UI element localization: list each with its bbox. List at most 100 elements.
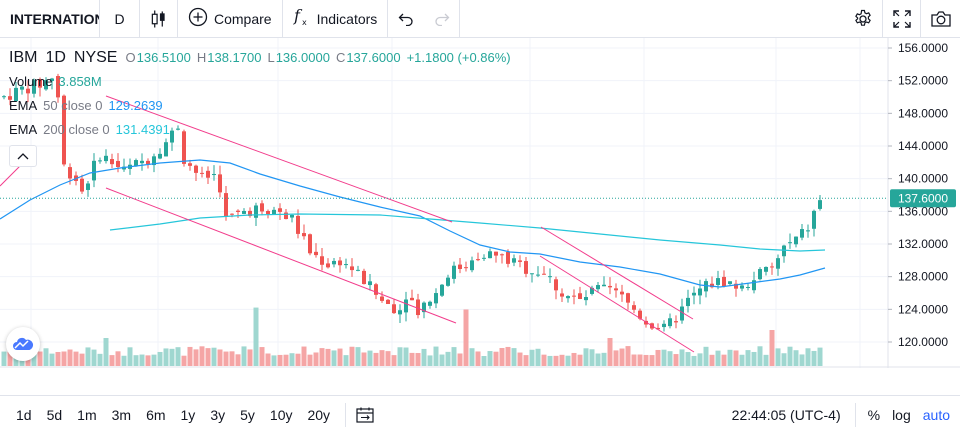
candle-body <box>158 153 162 159</box>
volume-bar <box>25 354 31 366</box>
volume-bar <box>37 351 43 366</box>
volume-bar <box>289 353 295 366</box>
volume-bar <box>637 354 643 366</box>
high-label: H <box>196 50 207 65</box>
price-axis-label: 148.0000 <box>898 106 948 120</box>
candle-body <box>734 283 738 289</box>
candle-body <box>86 183 90 190</box>
candle-body <box>116 160 120 167</box>
date-range-picker-button[interactable] <box>356 407 374 423</box>
range-button-20y[interactable]: 20y <box>307 406 331 423</box>
candle-body <box>362 270 366 285</box>
ema50-params: 50 close 0 <box>43 98 103 113</box>
trendline-lower-1 <box>105 187 457 324</box>
candle-body <box>26 88 30 94</box>
volume-bar <box>631 354 637 366</box>
percent-scale-toggle[interactable]: % <box>867 406 881 423</box>
date-range-group: 1d 5d 1m 3m 6m 1y 3y 5y 10y 20y <box>0 407 337 423</box>
candle-body <box>458 264 462 270</box>
price-chart[interactable]: 156.0000 152.0000 148.0000 144.0000 140.0000… <box>0 38 960 368</box>
candle-body <box>764 266 768 272</box>
legend-ema50-row[interactable]: EMA 50 close 0 129.2639 <box>9 94 511 118</box>
volume-bar <box>595 353 601 366</box>
volume-bar <box>1 351 7 366</box>
candle-body <box>680 306 684 321</box>
tradingview-cloud-icon <box>13 337 34 350</box>
auto-scale-toggle[interactable]: auto <box>922 406 950 423</box>
legend-ema200-row[interactable]: EMA 200 close 0 131.4391 <box>9 118 511 142</box>
open-value: 136.5100 <box>136 50 191 65</box>
volume-bar <box>229 351 235 366</box>
chart-type-button[interactable] <box>140 0 178 38</box>
ema200-value: 131.4391 <box>115 122 170 137</box>
legend-volume-row[interactable]: Volume 3.858M <box>9 70 511 94</box>
candle-body <box>758 269 762 280</box>
svg-text:f: f <box>293 7 303 25</box>
candle-body <box>230 213 234 215</box>
volume-bar <box>331 350 337 366</box>
volume-bar <box>613 350 619 366</box>
volume-bar <box>157 351 163 366</box>
candle-body <box>350 266 354 271</box>
volume-bar <box>271 355 277 366</box>
volume-bar <box>697 353 703 366</box>
range-button-5d[interactable]: 5d <box>46 406 63 423</box>
fullscreen-button[interactable] <box>882 0 920 38</box>
screenshot-button[interactable] <box>920 0 960 38</box>
range-button-1y[interactable]: 1y <box>180 406 196 423</box>
candle-body <box>476 259 480 261</box>
volume-bar <box>463 309 469 366</box>
candle-body <box>398 310 402 315</box>
volume-bar <box>553 355 559 366</box>
volume-bar <box>139 354 145 366</box>
symbol-search-button[interactable]: INTERNATIONAL BUSINESS MACHINES <box>0 0 100 38</box>
volume-bar <box>511 348 517 366</box>
candle-body <box>566 296 570 299</box>
candle-body <box>662 323 666 328</box>
volume-bar <box>43 348 49 366</box>
range-button-1d[interactable]: 1d <box>16 406 32 423</box>
log-scale-toggle[interactable]: log <box>892 406 911 423</box>
legend-collapse-button[interactable] <box>9 145 37 167</box>
range-button-1m[interactable]: 1m <box>77 406 97 423</box>
range-button-3m[interactable]: 3m <box>111 406 132 423</box>
settings-button[interactable] <box>844 0 882 38</box>
candle-body <box>428 301 432 306</box>
bottom-right-divider <box>854 402 856 427</box>
compare-button[interactable]: Compare <box>178 0 283 38</box>
candle-body <box>446 277 450 286</box>
svg-text:x: x <box>302 18 307 27</box>
volume-bar <box>295 353 301 366</box>
volume-bar <box>727 349 733 366</box>
candle-body <box>512 258 516 263</box>
bottom-right-group: 22:44:05 (UTC-4) % log auto <box>732 396 960 433</box>
tradingview-logo[interactable] <box>6 327 40 361</box>
redo-button[interactable] <box>424 0 461 38</box>
volume-bar <box>217 349 223 366</box>
volume-bar <box>451 347 457 366</box>
range-button-3y[interactable]: 3y <box>210 406 226 423</box>
candle-body <box>494 251 498 256</box>
interval-button[interactable]: D <box>100 0 140 38</box>
volume-bar <box>421 348 427 366</box>
candle-body <box>272 209 276 215</box>
candle-body <box>548 276 552 278</box>
volume-bar <box>625 346 631 366</box>
volume-bar <box>343 355 349 366</box>
range-button-10y[interactable]: 10y <box>269 406 293 423</box>
range-button-6m[interactable]: 6m <box>146 406 166 423</box>
candle-body <box>278 208 282 212</box>
price-axis-label: 128.0000 <box>898 270 948 284</box>
volume-bar <box>127 347 133 366</box>
clock-time[interactable]: 22:44:05 (UTC-4) <box>731 406 841 423</box>
candle-body <box>380 296 384 301</box>
volume-bar <box>169 348 175 366</box>
undo-button[interactable] <box>388 0 424 38</box>
candle-body <box>626 293 630 303</box>
candle-body <box>518 260 522 262</box>
price-axis-label: 136.0000 <box>898 204 948 218</box>
volume-bar <box>373 352 379 366</box>
range-button-5y[interactable]: 5y <box>240 406 255 423</box>
volume-bar <box>223 351 229 366</box>
